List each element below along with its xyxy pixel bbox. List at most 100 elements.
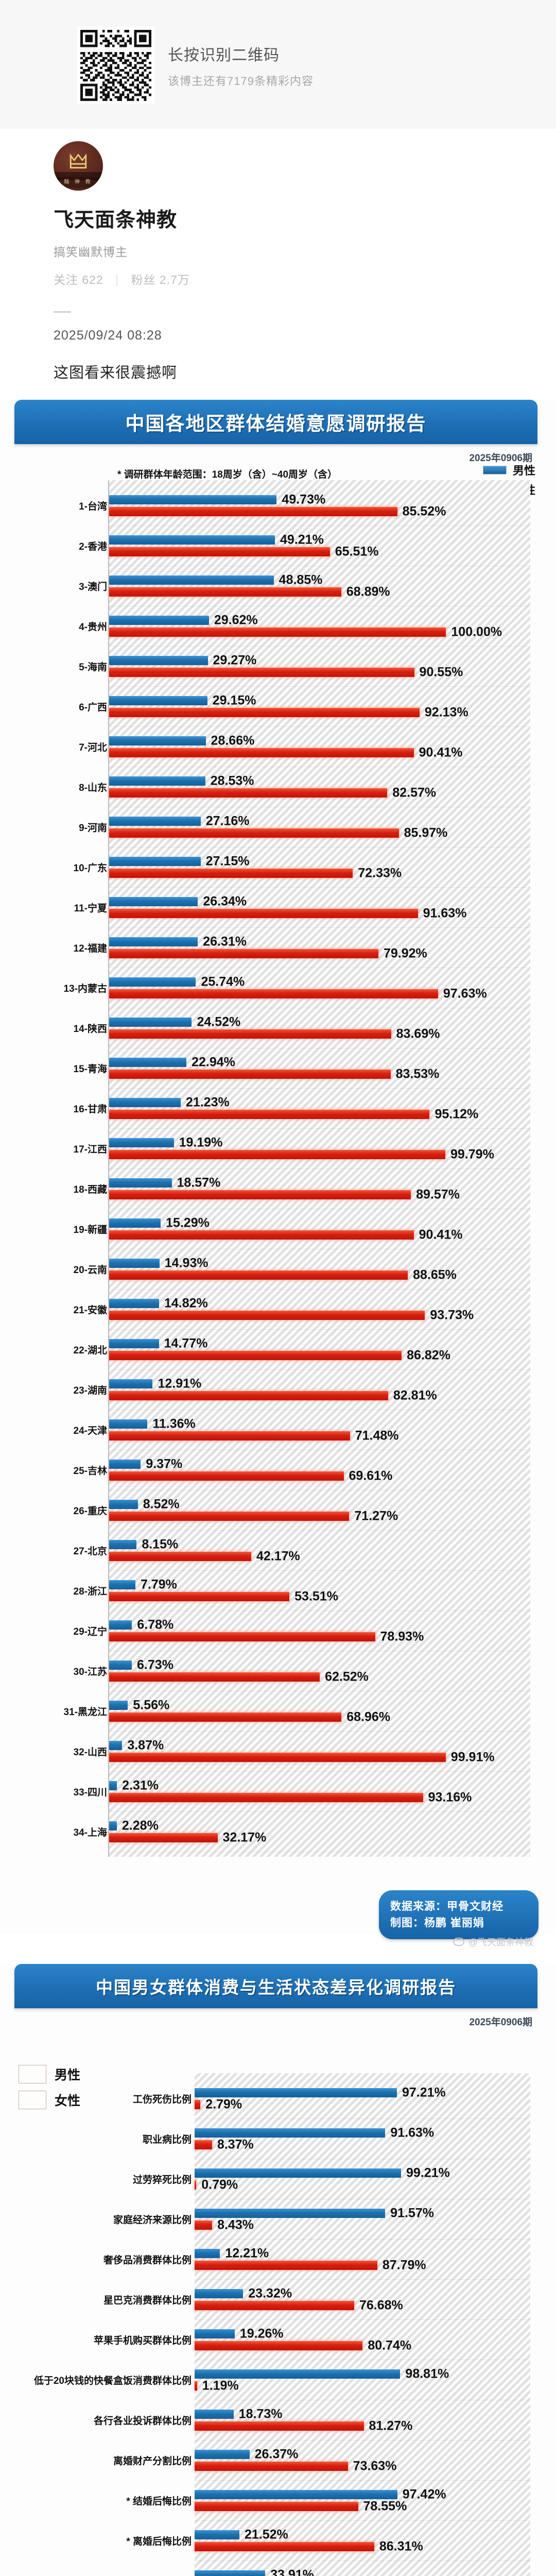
bar-fill xyxy=(195,2088,397,2097)
bar-female: 68.89% xyxy=(109,584,530,599)
bar-male: 28.66% xyxy=(109,733,530,748)
bar-value-label: 91.57% xyxy=(390,2206,434,2220)
chart-gridline xyxy=(109,847,530,848)
bar-value-label: 97.63% xyxy=(443,986,487,1001)
legend-label-female: 女性 xyxy=(55,2094,81,2108)
chart-gridline xyxy=(109,1329,530,1330)
bar-fill xyxy=(195,2421,364,2431)
bar-fill xyxy=(109,1350,402,1360)
chart-row-label: 职业病比例 xyxy=(142,2134,192,2145)
bar-fill xyxy=(109,535,275,545)
bar-value-label: 100.00% xyxy=(451,624,502,639)
chart-row-label: * 离婚后悔比例 xyxy=(126,2536,192,2547)
bar-value-label: 97.21% xyxy=(402,2085,446,2099)
bar-fill xyxy=(109,908,418,918)
bar-value-label: 82.81% xyxy=(393,1388,437,1402)
chart2-plot: 工伤死伤比例 97.21% 2.79% 职业病比例 91.63% 8.37% 过劳猝死比例 9… xyxy=(34,2073,530,2576)
post-text: 这图看来很震撼啊 xyxy=(54,365,178,381)
chart2-issue: 2025年0906期 xyxy=(469,2017,532,2028)
chart2-card: 中国男女群体消费与生活状态差异化调研报告 2025年0906期 男性 女性 工伤… xyxy=(0,1964,556,2576)
bar-male: 18.57% xyxy=(109,1175,530,1190)
chart-gridline xyxy=(109,686,530,687)
bar-female: 91.63% xyxy=(109,906,530,920)
bar-value-label: 19.19% xyxy=(179,1135,223,1149)
bar-value-label: 26.31% xyxy=(203,934,247,948)
bar-fill xyxy=(109,1632,375,1641)
bar-fill xyxy=(109,1109,430,1119)
bar-fill xyxy=(195,2541,374,2551)
bar-fill xyxy=(109,696,207,705)
bar-female: 0.79% xyxy=(195,2177,530,2192)
bar-value-label: 21.23% xyxy=(185,1095,230,1109)
chart-row: * 出轨比例33.91%70.16% xyxy=(195,2561,530,2576)
bar-male: 3.87% xyxy=(109,1738,530,1752)
bar-male: 11.36% xyxy=(109,1416,530,1431)
chart-row-bars: 25.74% 97.63% xyxy=(109,974,530,1001)
bar-female: 71.27% xyxy=(109,1509,530,1523)
bar-male: 29.62% xyxy=(109,613,530,627)
bar-fill xyxy=(109,816,201,826)
legend-swatch-male-icon xyxy=(19,2065,46,2083)
bar-value-label: 2.31% xyxy=(122,1778,159,1792)
chart-row: 19-新疆 15.29% 90.41% xyxy=(74,1209,530,1249)
bar-female: 100.00% xyxy=(109,624,530,639)
bar-fill xyxy=(195,2329,235,2338)
bar-fill xyxy=(195,2530,239,2539)
bar-fill xyxy=(195,2461,348,2471)
chart-gridline xyxy=(109,1811,530,1812)
bar-value-label: 85.52% xyxy=(402,504,446,518)
bar-value-label: 12.21% xyxy=(225,2246,269,2260)
bar-value-label: 12.91% xyxy=(158,1376,202,1391)
chart-row-bars: 12.21% 87.79% xyxy=(195,2246,530,2273)
chart1-issue: 2025年0906期 xyxy=(469,453,532,464)
bar-fill xyxy=(109,948,378,958)
bar-value-label: 72.33% xyxy=(358,866,402,880)
chart-gridline xyxy=(195,2279,530,2280)
bar-value-label: 97.42% xyxy=(402,2487,446,2501)
bar-value-label: 25.74% xyxy=(201,974,245,989)
chart-row: * 结婚后悔比例 97.42% 78.55% xyxy=(126,2480,530,2520)
divider-dash xyxy=(54,311,71,313)
following-count[interactable]: 关注 622 xyxy=(54,273,103,286)
bar-fill xyxy=(195,2369,401,2379)
chart-row-bars: 8.52% 71.27% xyxy=(109,1497,530,1523)
bar-female: 78.55% xyxy=(195,2499,530,2513)
chart-row-label: 6-广西 xyxy=(79,702,107,713)
chart-row-label: 13-内蒙古 xyxy=(63,983,107,994)
chart1-plot: 1-台湾 49.73% 85.52% 2-香港 49.21% 65.51% 3-澳门 48.8… xyxy=(64,480,530,1857)
bar-value-label: 86.31% xyxy=(379,2539,423,2553)
chart-row: 18-西藏 18.57% 89.57% xyxy=(74,1168,530,1209)
chart-row: 7-河北 28.66% 90.41% xyxy=(79,726,530,767)
chart-row-label: 32-山西 xyxy=(73,1747,107,1758)
profile-nickname[interactable]: 飞天面条神教 xyxy=(54,209,178,231)
bar-female: 82.57% xyxy=(109,785,530,800)
bar-value-label: 19.26% xyxy=(239,2326,284,2341)
chart-gridline xyxy=(195,2319,530,2320)
chart-row-bars: 49.21% 65.51% xyxy=(109,532,530,559)
chart-gridline xyxy=(109,887,530,888)
bar-male: 12.91% xyxy=(109,1376,530,1391)
chart-row-bars: 2.28% 32.17% xyxy=(109,1818,530,1845)
qr-code-image[interactable] xyxy=(77,27,154,104)
chart-row-label: 31-黑龙江 xyxy=(63,1706,107,1718)
qr-banner-subtitle: 该博主还有7179条精彩内容 xyxy=(168,75,314,88)
bar-value-label: 85.97% xyxy=(404,825,448,840)
bar-value-label: 78.55% xyxy=(363,2499,407,2513)
bar-female: 88.65% xyxy=(109,1267,530,1282)
chart-row-label: 25-吉林 xyxy=(73,1465,107,1477)
bar-male: 27.16% xyxy=(109,814,530,828)
bar-fill xyxy=(109,1700,128,1710)
bar-female: 62.52% xyxy=(109,1669,530,1684)
bar-value-label: 91.63% xyxy=(390,2125,435,2140)
chart1-age-note: * 调研群体年龄范围：18周岁（含）~40周岁（含） xyxy=(117,469,338,480)
avatar[interactable]: 🜲 麺 神 教 xyxy=(54,141,103,191)
bar-fill xyxy=(109,1338,159,1348)
followers-count[interactable]: 粉丝 2.7万 xyxy=(131,273,190,286)
bar-fill xyxy=(109,1178,172,1188)
chart-row: 27-北京 8.15% 42.17% xyxy=(74,1530,530,1570)
legend-item-female: 女性 xyxy=(19,2091,80,2109)
bar-male: 22.94% xyxy=(109,1055,530,1069)
bar-value-label: 26.34% xyxy=(203,894,247,908)
chart-gridline xyxy=(195,2239,530,2240)
bar-female: 97.63% xyxy=(109,986,530,1001)
